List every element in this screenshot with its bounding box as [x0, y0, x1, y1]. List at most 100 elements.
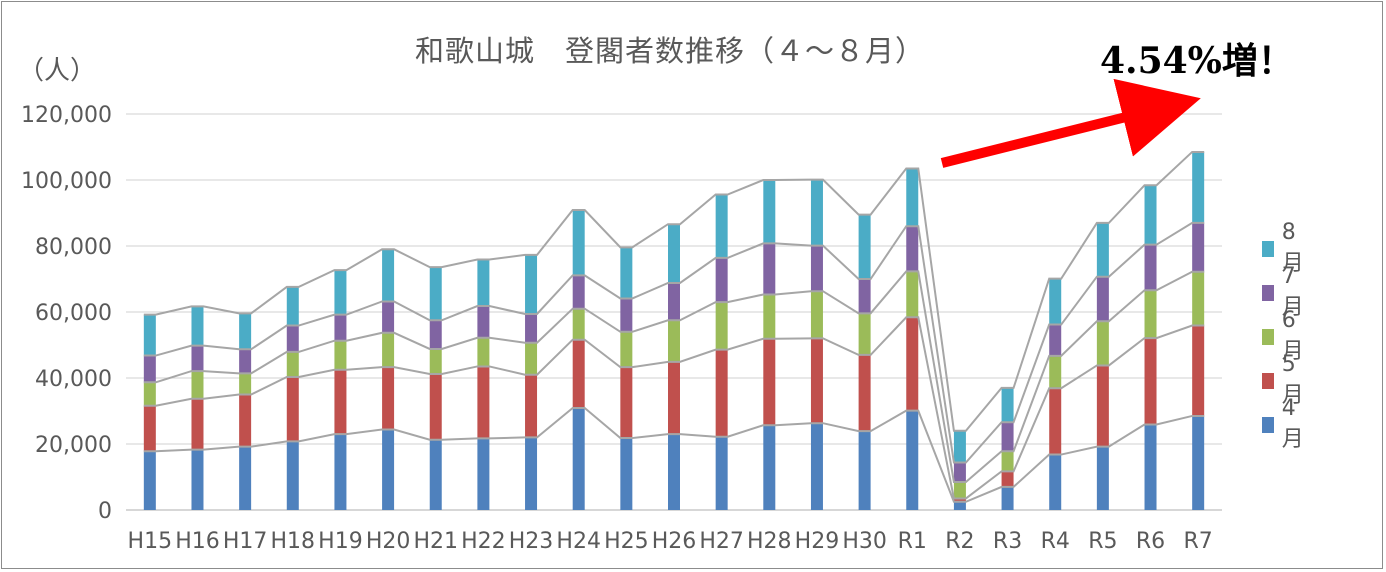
bar-segment [477, 337, 490, 367]
bar-segment [1192, 151, 1205, 223]
bar-segment [763, 294, 776, 339]
bar-segment [668, 320, 680, 362]
legend-label: 7月 [1281, 264, 1304, 320]
bar-segment [286, 286, 299, 326]
bar-segment [620, 438, 633, 510]
bar-segment [334, 340, 347, 370]
bar-segment [334, 434, 347, 510]
x-tick-label: R5 [1088, 529, 1117, 554]
series-line [143, 221, 1205, 464]
bar-segment [953, 430, 966, 463]
bar-segment [810, 179, 823, 246]
x-tick-label: H23 [509, 529, 554, 554]
bar-segment [1049, 355, 1062, 389]
bar-segment [191, 371, 204, 399]
y-tick-label: 40,000 [35, 367, 112, 392]
x-tick-label: H21 [413, 529, 458, 554]
bar-segment [382, 367, 395, 430]
bar-segment [239, 349, 252, 374]
bar-segment [953, 498, 966, 502]
legend-swatch [1262, 240, 1274, 257]
x-tick-label: H22 [461, 529, 506, 554]
bar-segment [715, 194, 728, 258]
x-tick-label: H28 [747, 529, 792, 554]
bar-segment [382, 429, 395, 510]
bar-segment [763, 338, 776, 426]
growth-annotation: 4.54%増！ [1100, 40, 1294, 82]
legend-item: 6月 [1262, 308, 1308, 365]
bar-segment [810, 291, 823, 339]
series-line [143, 316, 1205, 500]
x-tick-label: R2 [945, 529, 974, 554]
bar-segment [382, 301, 395, 333]
bar-segment [810, 338, 823, 424]
x-tick-label: H25 [604, 529, 649, 554]
bar-segment [1049, 388, 1062, 455]
bar-segment [239, 394, 252, 447]
bar-segment [953, 462, 966, 482]
x-tick-label: H24 [556, 529, 601, 554]
y-tick-label: 60,000 [35, 301, 112, 326]
bar-segment [1144, 290, 1157, 339]
x-tick-label: R4 [1041, 529, 1070, 554]
bar-segment [858, 214, 871, 279]
bar-segment [668, 434, 680, 510]
x-tick-labels: H15 H16 H17 H18 H19 H20 H21 H22 H23 H24 H25 H26 H27 H… [128, 529, 1213, 554]
bar-segment [620, 331, 633, 368]
legend-label: 5月 [1281, 352, 1304, 408]
bar-segment [1096, 276, 1109, 322]
bar-segment [1192, 415, 1205, 510]
bar-segment [668, 224, 680, 283]
bar-segment [620, 298, 633, 332]
bar-segment [143, 451, 156, 510]
x-tick-label: H29 [795, 529, 840, 554]
legend-label: 6月 [1281, 308, 1304, 364]
bar-segment [477, 366, 490, 439]
bar-segment [953, 481, 966, 499]
bar-segment [1144, 424, 1157, 510]
bar-segment [477, 259, 490, 307]
bar-segment [191, 345, 204, 372]
bar-segment [572, 308, 585, 340]
x-tick-label: H20 [366, 529, 411, 554]
x-tick-label: H26 [652, 529, 697, 554]
x-tick-label: R7 [1184, 529, 1213, 554]
bar-segment [382, 249, 395, 302]
bar-segment [239, 313, 252, 350]
bar-segment [1144, 338, 1157, 425]
bar-segment [1192, 222, 1205, 272]
bar-segment [525, 254, 538, 314]
bar-segment [858, 279, 871, 314]
bar-segment [334, 270, 347, 315]
x-tick-label: H17 [223, 529, 268, 554]
bar-segment [143, 314, 156, 356]
bar-segment [286, 325, 299, 352]
x-tick-label: R1 [898, 529, 927, 554]
x-tick-label: H30 [842, 529, 887, 554]
bar-segment [525, 374, 538, 438]
bar-segment [334, 314, 347, 341]
bar-segment [1049, 454, 1062, 510]
bar-segment [191, 398, 204, 450]
bar-segment [858, 431, 871, 510]
legend-swatch [1262, 284, 1274, 301]
bar-segment [477, 306, 490, 338]
bar-segment [810, 423, 823, 510]
legend-label: 8月 [1281, 220, 1304, 276]
bar-segment [1001, 422, 1014, 452]
bar-segment [143, 355, 156, 383]
bar-segment [143, 405, 156, 452]
y-axis-unit-label: （人） [18, 56, 97, 86]
bar-segment [525, 313, 538, 343]
bar-segment [572, 275, 585, 309]
bar-segment [906, 168, 919, 227]
bar-segment [429, 374, 442, 440]
legend-item: 4月 [1262, 396, 1308, 453]
bar-segment [1001, 387, 1014, 423]
bar-segment [1001, 471, 1014, 487]
x-tick-label: R6 [1136, 529, 1165, 554]
bar-segment [572, 408, 585, 510]
bar-segment [572, 210, 585, 276]
bar-segment [286, 441, 299, 510]
